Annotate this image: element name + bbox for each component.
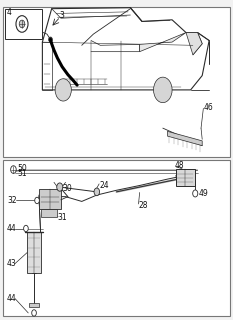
Circle shape (32, 310, 36, 316)
Polygon shape (186, 33, 202, 55)
Circle shape (19, 20, 25, 28)
Circle shape (193, 190, 198, 197)
Text: 44: 44 (7, 294, 17, 303)
Circle shape (16, 16, 28, 32)
Text: 44: 44 (7, 224, 17, 233)
Text: 32: 32 (7, 196, 17, 205)
Text: 31: 31 (58, 213, 67, 222)
Text: 3: 3 (60, 11, 65, 20)
Text: 46: 46 (203, 103, 213, 112)
Circle shape (11, 166, 16, 173)
Circle shape (49, 37, 52, 42)
Circle shape (24, 225, 28, 232)
Text: 28: 28 (138, 201, 148, 210)
Bar (29, 303, 39, 307)
Text: 43: 43 (7, 259, 17, 268)
Circle shape (154, 77, 172, 103)
Text: 4: 4 (7, 8, 11, 17)
Polygon shape (41, 209, 58, 217)
Polygon shape (140, 33, 186, 52)
Circle shape (35, 197, 39, 204)
Bar (39, 189, 61, 209)
Bar (3, 160, 230, 316)
Text: 24: 24 (100, 181, 110, 190)
Text: 30: 30 (63, 184, 72, 193)
Text: 50: 50 (17, 164, 27, 173)
Bar (175, 169, 195, 186)
Text: 48: 48 (175, 161, 184, 170)
Text: 51: 51 (17, 169, 27, 178)
Polygon shape (168, 131, 202, 146)
Circle shape (94, 188, 99, 196)
Bar (3, 7, 230, 157)
Circle shape (57, 183, 63, 191)
Bar (27, 232, 41, 273)
Bar (5, 9, 42, 39)
Text: 49: 49 (199, 188, 208, 198)
Circle shape (55, 79, 71, 101)
